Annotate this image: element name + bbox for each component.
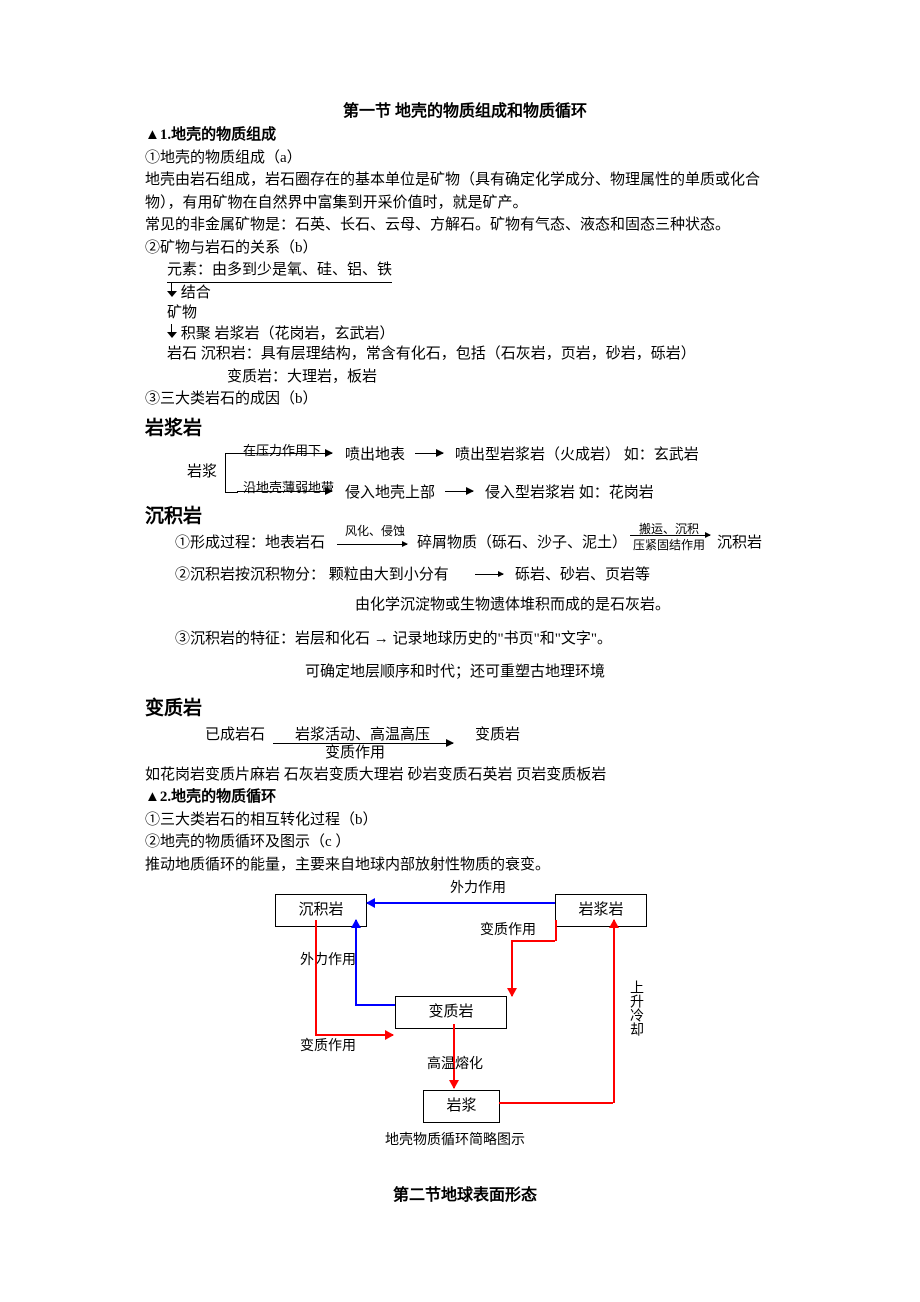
rock1-diagram: 岩浆 在压力作用下 喷出地表 喷出型岩浆岩（火成岩） 如：玄武岩 沿地壳薄弱地带… [145, 445, 785, 499]
document-page: 第一节 地壳的物质组成和物质循环 ▲1.地壳的物质组成 ①地壳的物质组成（a） … [0, 0, 920, 1302]
rock2-l1cond: 风化、侵蚀 [345, 522, 405, 540]
rock3-l1a: 已成岩石 [205, 727, 265, 743]
para-4: ②矿物与岩石的关系（b） [145, 237, 785, 260]
rock1-top-end: 喷出型岩浆岩（火成岩） 如：玄武岩 [455, 444, 699, 467]
rock2-l2c: 由化学沉淀物或生物遗体堆积而成的是石灰岩。 [145, 594, 785, 617]
cycle-diagram: 沉积岩 岩浆岩 变质岩 岩浆 外力作用 变质作用 外力作用 变质作用 高温熔化 … [255, 884, 675, 1144]
lbl-ext-top: 外力作用 [450, 878, 506, 899]
box-magma: 岩浆 [423, 1090, 500, 1123]
para-1: ①地壳的物质组成（a） [145, 147, 785, 170]
rock2-l1a: ①形成过程：地表岩石 [175, 535, 325, 551]
rock1-bot-end: 侵入型岩浆岩 如：花岗岩 [485, 482, 654, 505]
rock2-l1b: 碎屑物质（砾石、沙子、泥土） [417, 532, 627, 555]
arrow-ign-to-met-v [511, 940, 513, 988]
para-2: 地壳由岩石组成，岩石圈存在的基本单位是矿物（具有确定化学成分、物理属性的单质或化… [145, 169, 785, 214]
arrow-mag-to-ign-v [613, 920, 615, 1103]
para-8: 推动地质循环的能量，主要来自地球内部放射性物质的衰变。 [145, 854, 785, 877]
rock3-l2: 如花岗岩变质片麻岩 石灰岩变质大理岩 砂岩变质石英岩 页岩变质板岩 [145, 764, 785, 787]
arrow-ign-to-met-h [511, 940, 555, 942]
arrow-ign-to-sed [367, 902, 555, 904]
down-arrow-icon [167, 324, 177, 338]
rock2-line2: ②沉积岩按沉积物分： 颗粒由大到小分有 砾岩、砂岩、页岩等 [145, 564, 785, 588]
arrow-ign-to-met-head [511, 984, 513, 996]
cycle-caption: 地壳物质循环简略图示 [385, 1130, 525, 1151]
tree-l1: 元素：由多到少是氧、硅、铝、铁 [167, 262, 392, 278]
section2-title: 第二节地球表面形态 [145, 1184, 785, 1208]
down-arrow-icon [167, 283, 177, 297]
rock2-l3: ③沉积岩的特征：岩层和化石 → 记录地球历史的"书页"和"文字"。 [145, 628, 785, 651]
tree-l4a: 积聚 [181, 326, 211, 342]
para-7: ②地壳的物质循环及图示（c ） [145, 831, 785, 854]
rock2-l2b: 砾岩、砂岩、页岩等 [515, 564, 650, 587]
rock1-top-mid: 喷出地表 [345, 444, 405, 467]
para-3: 常见的非金属矿物是：石英、长石、云母、方解石。矿物有气态、液态和固态三种状态。 [145, 214, 785, 237]
arrow-sed-to-met-v [315, 920, 317, 1034]
rock3-l1c: 变质作用 [325, 742, 385, 765]
rock2-line1: ①形成过程：地表岩石 风化、侵蚀 碎屑物质（砾石、沙子、泥土） 搬运、沉积 压紧… [145, 532, 785, 558]
box-metamorphic: 变质岩 [395, 996, 507, 1029]
rock3-heading: 变质岩 [145, 695, 785, 724]
rock1-bot-cond: 沿地壳薄弱地带 [243, 478, 334, 498]
tree-l6: 变质岩：大理岩，板岩 [167, 366, 785, 389]
lbl-melt: 高温熔化 [427, 1054, 483, 1075]
lbl-met-top: 变质作用 [480, 920, 536, 941]
rock1-top-cond: 在压力作用下 [243, 441, 321, 461]
arrow-met-to-sed-h [355, 1004, 395, 1006]
tree-l5a: 岩石 [167, 346, 197, 362]
rock3-l1d: 变质岩 [475, 724, 520, 747]
rock2-l1d: 沉积岩 [717, 532, 762, 555]
tree-l4b: 岩浆岩（花岗岩，玄武岩） [215, 326, 395, 342]
rock1-heading: 岩浆岩 [145, 415, 785, 444]
tree-l2a: 结合 [181, 285, 211, 301]
lbl-ext-left: 外力作用 [300, 950, 356, 971]
rock3-line1: 已成岩石 岩浆活动、高温高压 变质作用 变质岩 [145, 724, 785, 764]
tree-l3: 矿物 [167, 302, 785, 325]
heading-2: ▲2.地壳的物质循环 [145, 786, 785, 809]
rock1-bot-mid: 侵入地壳上部 [345, 482, 435, 505]
rock2-l2a: ②沉积岩按沉积物分： 颗粒由大到小分有 [175, 567, 449, 583]
box-igneous: 岩浆岩 [555, 894, 647, 927]
tree-l5b: 沉积岩：具有层理结构，常含有化石，包括（石灰岩，页岩，砂岩，砾岩） [201, 346, 696, 362]
para-6: ①三大类岩石的相互转化过程（b） [145, 809, 785, 832]
lbl-met-left: 变质作用 [300, 1036, 356, 1057]
arrow-mag-to-ign-h [499, 1102, 613, 1104]
heading-1: ▲1.地壳的物质组成 [145, 124, 785, 147]
arrow-ign-down [555, 920, 557, 941]
para-5: ③三大类岩石的成因（b） [145, 388, 785, 411]
lbl-rise: 上升冷却 [625, 980, 646, 1036]
element-tree: 元素：由多到少是氧、硅、铝、铁 结合 矿物 积聚 岩浆岩（花岗岩，玄武岩） 岩石… [145, 259, 785, 388]
rock2-l1c-bot: 压紧固结作用 [633, 536, 705, 554]
rock1-magma: 岩浆 [187, 461, 217, 484]
rock2-l4: 可确定地层顺序和时代；还可重塑古地理环境 [145, 661, 785, 684]
section1-title: 第一节 地壳的物质组成和物质循环 [145, 100, 785, 124]
